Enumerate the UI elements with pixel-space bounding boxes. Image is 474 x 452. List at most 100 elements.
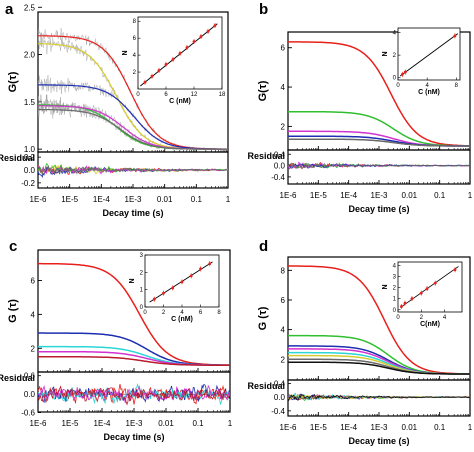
residual-y-tick-label: -0.6 [21, 409, 35, 418]
x-tick-label: 1E-4 [340, 423, 357, 432]
inset-x-tick-label: 0 [396, 83, 400, 89]
inset-x-axis-label: C(nM) [420, 321, 440, 328]
inset-data-point [206, 30, 210, 33]
y-tick-label: 2.0 [24, 51, 36, 60]
inset-y-tick-label: 2 [393, 53, 397, 59]
series-3-residual [38, 384, 230, 404]
inset-x-tick-label: 0 [143, 310, 147, 316]
residual-y-tick-label: 0.4 [274, 379, 286, 388]
y-tick-label: 1.0 [24, 145, 36, 154]
inset-data-point [171, 57, 175, 61]
series-5-fit-curve [38, 108, 228, 150]
y-tick-label: 2 [31, 344, 36, 353]
inset-fit-line [399, 33, 459, 77]
x-tick-label: 1 [468, 423, 473, 432]
y-tick-label: 8 [281, 266, 286, 275]
inset-data-point [180, 280, 184, 284]
inset-data-point [150, 74, 154, 78]
residual-axis-label: Residual [0, 373, 35, 383]
x-tick-label: 1E-4 [94, 419, 111, 428]
inset-y-axis-label: N [122, 50, 129, 55]
inset-data-point [164, 63, 168, 66]
inset-data-point [419, 291, 423, 295]
inset-y-tick-label: 0 [140, 305, 144, 311]
residual-y-tick-label: -0.2 [21, 179, 35, 188]
y-tick-label: 2 [281, 355, 286, 364]
panel-letter: b [259, 1, 268, 18]
inset-y-tick-label: 3 [140, 253, 144, 259]
x-tick-label: 0.01 [158, 419, 174, 428]
x-axis-label: Decay time (s) [348, 436, 409, 446]
inset-data-point [403, 301, 407, 305]
panel-b: b 1E-6 1E-5 1E-4 1E-3 0.01 0.1 1 Decay time (s) 2… [247, 1, 472, 214]
y-tick-label: 4 [281, 326, 286, 335]
series-3-fit-curve [38, 104, 228, 150]
inset-data-point [403, 70, 407, 74]
series-4-fit-curve [288, 138, 470, 147]
x-tick-label: 1E-3 [126, 419, 143, 428]
residual-y-tick-label: 0.2 [24, 153, 36, 162]
inset-y-tick-label: 1 [140, 288, 144, 294]
inset-y-axis-label: N [382, 51, 389, 56]
inset-data-point [157, 68, 161, 72]
inset-data-point [199, 267, 202, 271]
y-axis-label: G (τ) [7, 299, 19, 323]
inset-x-axis-label: C (nM) [171, 316, 193, 323]
inset-x-tick-label: 2 [162, 310, 166, 316]
y-tick-label: 6 [281, 44, 286, 53]
x-tick-label: 1E-6 [30, 419, 47, 428]
inset-data-point [208, 262, 212, 266]
series-3-fit-curve [38, 350, 230, 366]
y-tick-label: 4 [31, 310, 36, 319]
inset-x-tick-label: 2 [420, 315, 424, 321]
inset-data-point [178, 52, 182, 55]
inset-x-axis-label: C (nM) [418, 89, 440, 96]
y-axis-label: G (τ) [257, 306, 269, 330]
series-4-residual [288, 162, 470, 169]
x-axis-label: Decay time (s) [348, 204, 409, 214]
residual-y-tick-label: 0.6 [24, 372, 36, 381]
inset-y-tick-label: 4 [393, 31, 397, 37]
series-7-residual [288, 393, 470, 402]
inset-y-tick-label: 2 [140, 270, 144, 276]
y-tick-label: 4 [281, 83, 286, 92]
inset-x-tick-label: 4 [443, 315, 447, 321]
inset-data-point [162, 291, 165, 295]
y-tick-label: 6 [31, 277, 36, 286]
inset-y-axis-label: N [382, 284, 389, 289]
y-axis-label: G(τ) [257, 80, 269, 101]
x-tick-label: 0.01 [402, 423, 418, 432]
inset-x-tick-label: 6 [164, 92, 168, 98]
inset-x-tick-label: 18 [219, 92, 226, 98]
y-tick-label: 2 [281, 122, 286, 131]
series-5-residual [38, 165, 228, 175]
x-tick-label: 0.01 [157, 195, 173, 204]
x-tick-label: 0.1 [192, 419, 204, 428]
x-tick-label: 1E-3 [125, 195, 142, 204]
series-7-fit-curve [288, 361, 470, 375]
x-tick-label: 1E-5 [310, 423, 327, 432]
x-tick-label: 0.01 [402, 191, 418, 200]
inset-data-point [192, 40, 196, 43]
inset-y-tick-label: 3 [393, 274, 397, 280]
series-0-fit-curve [288, 265, 470, 375]
residual-y-tick-label: 0.0 [24, 166, 36, 175]
inset-x-tick-label: 8 [217, 310, 221, 316]
y-tick-label: 6 [281, 296, 286, 305]
inset-y-tick-label: 8 [133, 19, 137, 25]
inset-data-point [143, 80, 147, 84]
x-tick-label: 1E-6 [280, 423, 297, 432]
inset-x-axis-label: C (nM) [169, 98, 191, 105]
x-tick-label: 1E-5 [61, 195, 78, 204]
inset-x-tick-label: 8 [455, 83, 459, 89]
residual-axis-label: Residual [0, 153, 35, 163]
inset-y-tick-label: 2 [393, 286, 397, 292]
series-0-fit-curve [288, 41, 470, 147]
inset-data-point [189, 274, 193, 278]
x-tick-label: 1E-3 [371, 423, 388, 432]
residual-y-tick-label: 0.0 [274, 162, 286, 171]
y-tick-label: 2.5 [24, 3, 36, 12]
inset-y-tick-label: 4 [133, 53, 137, 59]
